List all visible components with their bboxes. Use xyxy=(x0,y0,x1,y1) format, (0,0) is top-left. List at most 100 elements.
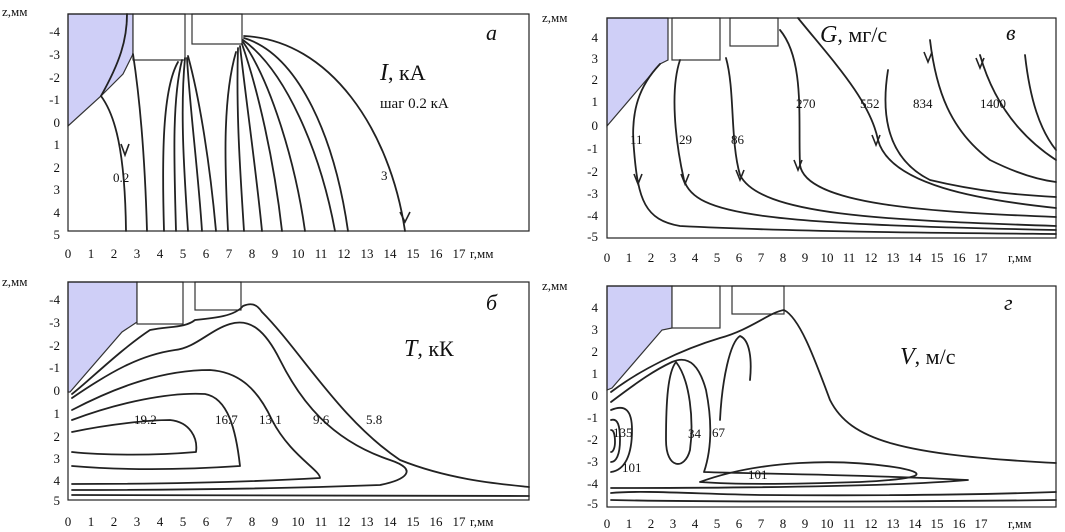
x-tick-label: 4 xyxy=(157,514,164,529)
x-tick-label: 9 xyxy=(802,516,809,531)
x-tick-label: 3 xyxy=(134,246,141,261)
contour-line xyxy=(186,57,203,232)
y-tick-label: 3 xyxy=(592,322,599,337)
contour-line xyxy=(610,359,969,489)
x-tick-label: 6 xyxy=(203,246,210,261)
panel-letter: в xyxy=(1006,20,1016,45)
contour-line xyxy=(884,69,1057,198)
contour-line xyxy=(610,499,1057,503)
x-tick-label: 9 xyxy=(802,250,809,265)
contour-line xyxy=(242,41,306,232)
frame xyxy=(606,285,1057,508)
x-tick-label: 12 xyxy=(338,514,351,529)
y-tick-label: 2 xyxy=(54,429,61,444)
x-tick-label: 1 xyxy=(88,514,95,529)
x-tick-label: 15 xyxy=(407,514,420,529)
x-tick-label: 8 xyxy=(249,246,256,261)
y-tick-label: 2 xyxy=(592,72,599,87)
contour-line xyxy=(241,43,283,232)
y-tick-label: -5 xyxy=(587,496,598,511)
panel-a: 0.2 3 a I, кА шаг 0.2 кА z,мм -4 -3 -2 -… xyxy=(2,4,530,261)
y-tick-label: -2 xyxy=(587,432,598,447)
y-tick-label: 3 xyxy=(592,51,599,66)
contour-line xyxy=(243,37,349,232)
panel-unit: , кА xyxy=(388,60,426,85)
panel-symbol: I xyxy=(379,60,389,86)
contour-line xyxy=(610,418,621,463)
x-tick-label: 13 xyxy=(361,246,374,261)
y-tick-label: -1 xyxy=(587,410,598,425)
y-tick-label: -4 xyxy=(49,292,60,307)
x-tick-label: 5 xyxy=(180,514,187,529)
arrow-icon xyxy=(399,211,411,224)
x-tick-label: 10 xyxy=(821,250,834,265)
x-tick-label: 4 xyxy=(157,246,164,261)
y-tick-label: -4 xyxy=(49,24,60,39)
contour-label: 19.2 xyxy=(134,412,157,427)
panel-letter: г xyxy=(1004,290,1013,315)
x-tick-label: 9 xyxy=(272,246,279,261)
y-tick-label: 1 xyxy=(592,366,599,381)
contour-line xyxy=(673,59,1057,231)
y-tick-label: -4 xyxy=(587,476,598,491)
panel-symbol: T xyxy=(404,336,419,362)
y-ticks: -4 -3 -2 -1 0 1 2 3 4 5 xyxy=(49,24,60,242)
x-tick-label: 17 xyxy=(975,516,989,531)
arrow-icon xyxy=(633,173,643,187)
x-tick-label: 14 xyxy=(384,246,398,261)
x-tick-label: 15 xyxy=(931,516,944,531)
y-tick-label: 4 xyxy=(592,30,599,45)
panel-title: I, кА xyxy=(379,60,426,86)
contour-line xyxy=(236,47,245,232)
x-tick-label: 3 xyxy=(670,250,677,265)
x-tick-label: 2 xyxy=(648,516,655,531)
contour-label: 101 xyxy=(622,460,642,475)
y-ticks: 4 3 2 1 0 -1 -2 -3 -4 -5 xyxy=(587,300,598,511)
panel-v: 11 29 86 270 552 834 1400 в G, мг/с z,мм… xyxy=(542,10,1057,265)
contour-line xyxy=(71,494,530,497)
x-tick-label: 15 xyxy=(407,246,420,261)
y-tick-label: 0 xyxy=(592,388,599,403)
x-axis-label: r,мм xyxy=(1008,516,1032,531)
x-tick-label: 2 xyxy=(648,250,655,265)
y-tick-label: -2 xyxy=(587,164,598,179)
contour-line xyxy=(699,461,918,485)
contour-label: 552 xyxy=(860,96,880,111)
y-axis-label: z,мм xyxy=(542,10,567,25)
contour-label: 3 xyxy=(381,168,388,183)
x-ticks: 0 1 2 3 4 5 6 7 8 9 10 11 12 13 14 15 16… xyxy=(604,250,988,265)
x-tick-label: 0 xyxy=(604,516,611,531)
x-tick-label: 11 xyxy=(315,514,328,529)
x-tick-label: 0 xyxy=(604,250,611,265)
contour-label: 834 xyxy=(913,96,933,111)
y-tick-label: 5 xyxy=(54,227,61,242)
y-tick-label: -1 xyxy=(49,360,60,375)
contour-label: 1400 xyxy=(980,96,1006,111)
x-tick-label: 16 xyxy=(953,250,967,265)
contour-line xyxy=(71,419,198,456)
x-ticks: 0 1 2 3 4 5 6 7 8 9 10 11 12 13 14 15 16… xyxy=(65,514,466,529)
x-tick-label: 16 xyxy=(430,246,444,261)
x-tick-label: 13 xyxy=(887,516,900,531)
x-tick-label: 0 xyxy=(65,246,72,261)
panel-letter: б xyxy=(486,290,498,315)
y-tick-label: -5 xyxy=(587,229,598,244)
x-tick-label: 10 xyxy=(292,246,305,261)
contour-line xyxy=(725,57,1057,227)
x-tick-label: 9 xyxy=(272,514,279,529)
panel-title: T, кК xyxy=(404,336,454,362)
contour-line xyxy=(100,95,127,232)
y-tick-label: 0 xyxy=(592,118,599,133)
y-tick-label: -3 xyxy=(49,47,60,62)
contour-line xyxy=(610,406,633,473)
panel-title: G, мг/с xyxy=(820,22,887,48)
contour-line xyxy=(610,309,1057,464)
y-tick-label: 2 xyxy=(592,344,599,359)
frame xyxy=(67,13,530,232)
y-tick-label: 0 xyxy=(54,115,61,130)
panel-symbol: G xyxy=(820,22,837,48)
x-tick-label: 17 xyxy=(453,514,467,529)
nozzle-block xyxy=(132,13,186,61)
contour-line xyxy=(979,54,1057,161)
